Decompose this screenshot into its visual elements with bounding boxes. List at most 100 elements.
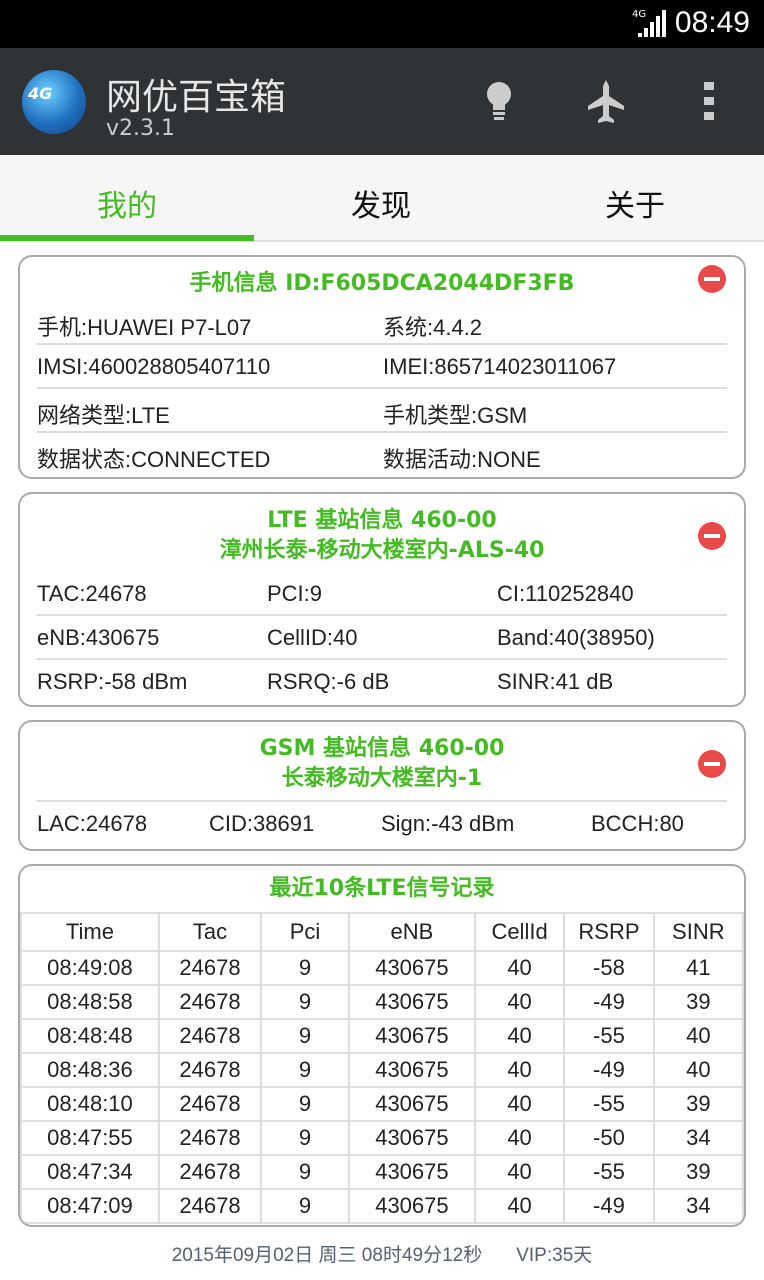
airplane-icon[interactable] xyxy=(586,80,626,124)
table-cell: 39 xyxy=(652,1154,744,1190)
clock: 08:49 xyxy=(674,6,750,39)
table-cell: -58 xyxy=(563,950,655,986)
table-cell: 24678 xyxy=(157,1086,263,1122)
remove-icon[interactable] xyxy=(698,522,726,550)
column-header: SINR xyxy=(652,912,744,952)
table-cell: 9 xyxy=(260,1120,350,1156)
table-row: 08:48:58 24678 9 430675 40 -49 39 xyxy=(20,984,744,1020)
footer-datetime: 2015年09月02日 周三 08时49分12秒 xyxy=(171,1245,483,1266)
remove-icon[interactable] xyxy=(698,750,726,778)
info-row: IMSI:460028805407110 IMEI:865714023011067 xyxy=(37,345,727,389)
table-cell: 24678 xyxy=(157,1120,263,1156)
column-header: eNB xyxy=(347,912,476,952)
column-header: Pci xyxy=(260,912,350,952)
table-cell: 08:47:09 xyxy=(20,1188,160,1224)
table-cell: 40 xyxy=(473,1120,566,1156)
table-cell: -50 xyxy=(563,1120,655,1156)
column-header: CellId xyxy=(473,912,566,952)
table-cell: 40 xyxy=(473,1086,566,1122)
table-cell: 24678 xyxy=(157,950,263,986)
table-cell: 430675 xyxy=(347,1188,476,1224)
gsm-info-card: GSM 基站信息 460-00 长泰移动大楼室内-1 LAC:24678 CID:… xyxy=(18,720,746,851)
svg-text:4G: 4G xyxy=(632,9,646,20)
table-cell: 34 xyxy=(652,1120,744,1156)
info-row: 网络类型:LTE 手机类型:GSM xyxy=(37,389,727,433)
table-row: 08:47:55 24678 9 430675 40 -50 34 xyxy=(20,1120,744,1156)
table-cell: 24678 xyxy=(157,1188,263,1224)
table-cell: 40 xyxy=(473,984,566,1020)
table-cell: 9 xyxy=(260,1052,350,1088)
overflow-menu-icon[interactable] xyxy=(702,80,718,122)
info-row: RSRP:-58 dBm RSRQ:-6 dB SINR:41 dB xyxy=(37,669,614,694)
table-cell: -49 xyxy=(563,1052,655,1088)
table-cell: 41 xyxy=(652,950,744,986)
gsm-cell-name: 长泰移动大楼室内-1 xyxy=(281,766,483,791)
table-cell: -55 xyxy=(563,1018,655,1054)
tab-mine[interactable]: 我的 xyxy=(97,189,157,224)
tab-indicator xyxy=(0,235,254,241)
table-cell: 34 xyxy=(652,1188,744,1224)
remove-icon[interactable] xyxy=(698,265,726,293)
table-cell: -55 xyxy=(563,1086,655,1122)
table-cell: 40 xyxy=(652,1018,744,1054)
table-cell: 24678 xyxy=(157,1018,263,1054)
footer: 2015年09月02日 周三 08时49分12秒 VIP:35天 xyxy=(0,1240,764,1267)
table-cell: 9 xyxy=(260,1188,350,1224)
column-header: RSRP xyxy=(563,912,655,952)
lightbulb-icon[interactable] xyxy=(484,80,514,124)
lte-cell-name: 漳州长泰-移动大楼室内-ALS-40 xyxy=(219,538,545,563)
table-cell: 24678 xyxy=(157,984,263,1020)
table-row: 08:48:10 24678 9 430675 40 -55 39 xyxy=(20,1086,744,1122)
table-cell: 430675 xyxy=(347,1052,476,1088)
table-cell: 24678 xyxy=(157,1154,263,1190)
table-cell: 9 xyxy=(260,1086,350,1122)
tab-about[interactable]: 关于 xyxy=(605,189,665,224)
table-cell: -55 xyxy=(563,1154,655,1190)
table-cell: 08:48:36 xyxy=(20,1052,160,1088)
vip-days: VIP:35天 xyxy=(516,1245,593,1266)
tab-bar: 我的 发现 关于 xyxy=(0,155,764,242)
table-cell: 40 xyxy=(473,950,566,986)
table-cell: 40 xyxy=(473,1018,566,1054)
table-cell: 39 xyxy=(652,984,744,1020)
table-cell: -49 xyxy=(563,984,655,1020)
column-header: Tac xyxy=(157,912,263,952)
lte-log-card: 最近10条LTE信号记录 Time Tac Pci eNB CellId RSRP SINR… xyxy=(18,864,746,1227)
table-cell: 430675 xyxy=(347,1154,476,1190)
table-cell: 08:49:08 xyxy=(20,950,160,986)
table-row: 08:48:48 24678 9 430675 40 -55 40 xyxy=(20,1018,744,1054)
table-cell: 40 xyxy=(473,1188,566,1224)
table-cell: 40 xyxy=(652,1052,744,1088)
table-cell: 9 xyxy=(260,984,350,1020)
table-cell: 430675 xyxy=(347,1120,476,1156)
app-logo: 4G xyxy=(22,70,86,134)
table-cell: 430675 xyxy=(347,984,476,1020)
table-cell: 24678 xyxy=(157,1052,263,1088)
phone-info-card: 手机信息 ID:F605DCA2044DF3FB 手机:HUAWEI P7-L0… xyxy=(18,255,746,479)
table-cell: 430675 xyxy=(347,1086,476,1122)
app-bar: 4G 网优百宝箱 v2.3.1 xyxy=(0,48,764,155)
table-cell: 39 xyxy=(652,1086,744,1122)
signal-icon: 4G xyxy=(632,9,666,37)
table-cell: 430675 xyxy=(347,1018,476,1054)
table-cell: 08:48:58 xyxy=(20,984,160,1020)
table-cell: 9 xyxy=(260,1154,350,1190)
tab-discover[interactable]: 发现 xyxy=(351,189,411,224)
table-cell: 08:47:55 xyxy=(20,1120,160,1156)
table-cell: 08:47:34 xyxy=(20,1154,160,1190)
gsm-info-title: GSM 基站信息 460-00 xyxy=(259,736,505,761)
app-title: 网优百宝箱 xyxy=(106,77,287,118)
column-header: Time xyxy=(20,912,160,952)
app-version: v2.3.1 xyxy=(106,116,175,141)
table-row: 08:47:34 24678 9 430675 40 -55 39 xyxy=(20,1154,744,1190)
table-cell: 40 xyxy=(473,1154,566,1190)
status-bar: 4G 08:49 xyxy=(0,0,764,48)
info-row: 手机:HUAWEI P7-L07 系统:4.4.2 xyxy=(37,301,727,345)
table-cell: -49 xyxy=(563,1188,655,1224)
lte-log-title: 最近10条LTE信号记录 xyxy=(269,876,495,901)
table-cell: 9 xyxy=(260,950,350,986)
table-cell: 40 xyxy=(473,1052,566,1088)
info-row: LAC:24678 CID:38691 Sign:-43 dBm BCCH:80 xyxy=(37,800,727,844)
table-cell: 430675 xyxy=(347,950,476,986)
lte-info-card: LTE 基站信息 460-00 漳州长泰-移动大楼室内-ALS-40 TAC:2… xyxy=(18,492,746,707)
